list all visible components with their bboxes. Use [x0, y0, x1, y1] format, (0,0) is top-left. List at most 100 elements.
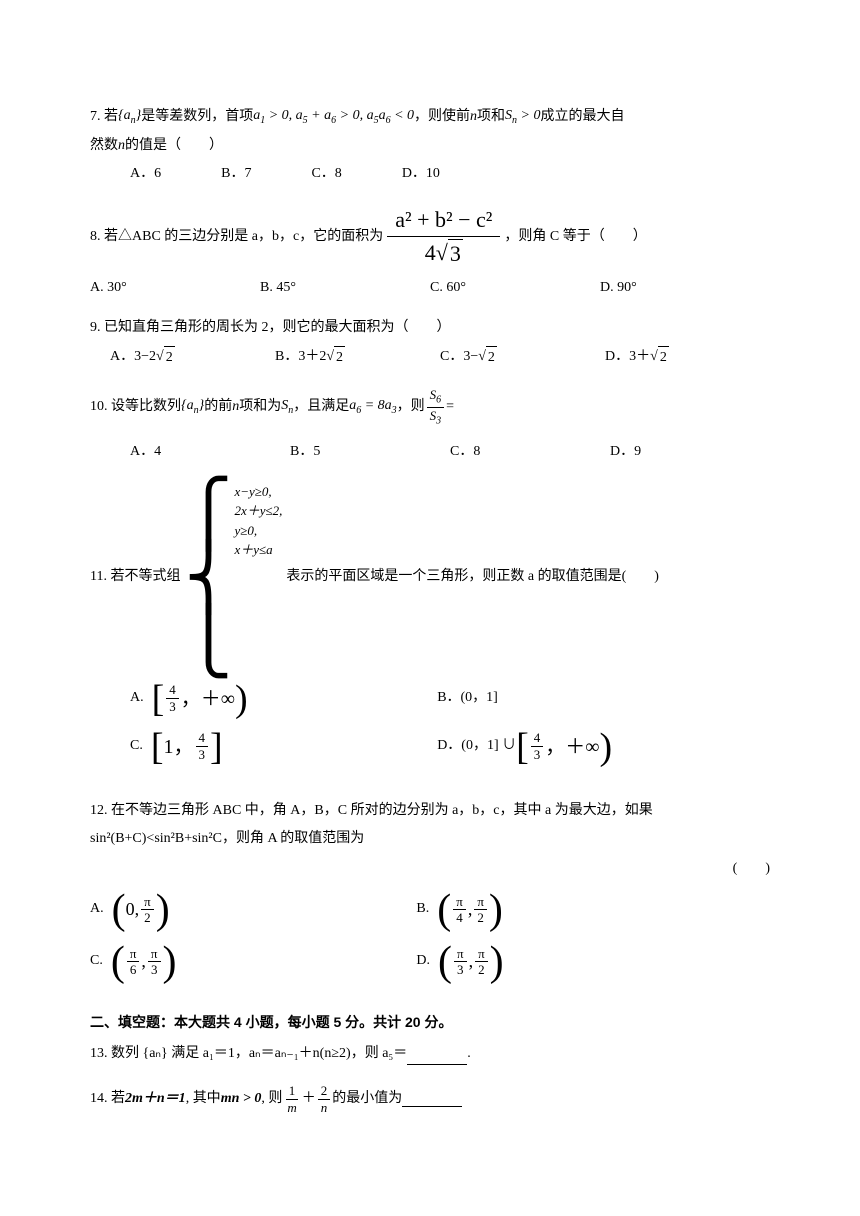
- q7-opt-b: B．7: [221, 163, 251, 185]
- blank-input[interactable]: [402, 1093, 462, 1107]
- sqrt-icon: 2: [156, 346, 175, 369]
- q10-opt-b: B．5: [290, 441, 450, 463]
- q11-a-rest: ，＋∞: [181, 683, 235, 715]
- question-8: 8. 若△ABC 的三边分别是 a，b，c，它的面积为 a² + b² − c²…: [90, 204, 770, 300]
- q14-f1: 1m: [284, 1083, 299, 1115]
- q12-c-label: C.: [90, 950, 103, 972]
- q7-l2a: 然数: [90, 135, 118, 157]
- q14-text: 14. 若 2m＋n＝1 , 其中 mn > 0 , 则 1m ＋ 2n 的最小…: [90, 1083, 770, 1115]
- q10-n: n: [232, 396, 239, 418]
- q10-fns: 6: [436, 395, 441, 406]
- q10-opt-c: C．8: [450, 441, 610, 463]
- q14-mid: , 其中: [186, 1088, 221, 1110]
- question-9: 9. 已知直角三角形的周长为 2，则它的最大面积为（ ） A．3−22 B．3＋…: [90, 317, 770, 369]
- question-12: 12. 在不等边三角形 ABC 中，角 A，B，C 所对的边分别为 a，b，c，…: [90, 800, 770, 993]
- q14-plus: ＋: [302, 1088, 316, 1110]
- q13-text: 13. 数列 {aₙ} 满足 a₁＝1，aₙ＝aₙ₋₁＋n(n≥2)，则 a₅＝…: [90, 1043, 770, 1065]
- rbracket-icon: ]: [210, 728, 223, 766]
- q9-a-sqrt: 2: [164, 346, 175, 369]
- q10-opt-a: A．4: [130, 441, 290, 463]
- rparen-icon: ): [489, 889, 503, 931]
- rparen-icon: ): [156, 889, 170, 931]
- q14-f1d: m: [284, 1100, 299, 1116]
- q12-c-d2: 3: [148, 962, 161, 978]
- q12-paren: ( ): [90, 858, 770, 880]
- q7-t3: 项和: [477, 106, 505, 128]
- q11-options: A. [ 43 ，＋∞ ) B．(0，1] C. [ 1， 43 ] D．(0，…: [130, 680, 770, 776]
- q11-a-interval: [ 43 ，＋∞ ): [152, 680, 248, 718]
- q12-opt-b: B. ( π4, π2 ): [416, 889, 742, 931]
- question-13: 13. 数列 {aₙ} 满足 a₁＝1，aₙ＝aₙ₋₁＋n(n≥2)，则 a₅＝…: [90, 1043, 770, 1065]
- section-2-heading: 二、填空题：本大题共 4 小题，每小题 5 分。共计 20 分。: [90, 1011, 770, 1033]
- q11-s4: x＋y≤a: [234, 540, 282, 560]
- q8-fraction: a² + b² − c² 43: [387, 204, 500, 271]
- q11-d-pre: D．(0，1] ∪: [437, 735, 516, 757]
- q10-text: 10. 设等比数列 {an} 的前 n 项和为 Sn ，且满足 a6 = 8a3…: [90, 387, 770, 427]
- q11-system: ⎧⎨⎩ x−y≥0, 2x＋y≤2, y≥0, x＋y≤a: [184, 482, 282, 674]
- q14-f2n: 2: [318, 1083, 331, 1100]
- q11-d-fn: 4: [531, 730, 544, 747]
- q7-opt-c: C．8: [311, 163, 341, 185]
- q7-options: A．6 B．7 C．8 D．10: [130, 163, 770, 185]
- q8-den-coef: 4: [425, 240, 436, 265]
- lparen-icon: (: [438, 941, 452, 983]
- q12-c-f1: π6: [127, 946, 140, 978]
- rparen-icon: ): [163, 941, 177, 983]
- q12-d-n2: π: [475, 946, 488, 963]
- question-7: 7. 若 {an} 是等差数列，首项 a1 > 0, a5 + a6 > 0, …: [90, 105, 770, 186]
- q10-m1: 的前: [204, 396, 232, 418]
- q10-m3: ，且满足: [293, 396, 349, 418]
- q12-d-f2: π2: [475, 946, 488, 978]
- q14-suffix: 的最小值为: [332, 1088, 402, 1110]
- q7-opt-a: A．6: [130, 163, 161, 185]
- q13-prefix: 13. 数列 {aₙ} 满足 a₁＝1，aₙ＝aₙ₋₁＋n(n≥2)，则 a₅＝: [90, 1043, 407, 1065]
- q14-f2d: n: [318, 1100, 331, 1116]
- q11-d-interval: [ 43 ，＋∞ ): [516, 728, 612, 766]
- q13-suffix: .: [467, 1043, 471, 1065]
- q10-frac-num: S6: [427, 387, 445, 408]
- q9-options: A．3−22 B．3＋22 C．3−2 D．3＋2: [110, 346, 770, 369]
- q12-b-f1: π4: [453, 894, 466, 926]
- q12-d-d2: 2: [475, 962, 488, 978]
- q7-opt-d: D．10: [402, 163, 440, 185]
- q7-prefix: 7. 若: [90, 106, 118, 128]
- q12-c-d1: 6: [127, 962, 140, 978]
- q7-t2: ，则使前: [414, 106, 470, 128]
- blank-input[interactable]: [407, 1051, 467, 1065]
- brace-icon: ⎧⎨⎩: [184, 482, 232, 674]
- q10-frac-den: S3: [427, 408, 445, 428]
- q9-opt-b: B．3＋22: [275, 346, 440, 369]
- q10-prefix: 10. 设等比数列: [90, 396, 181, 418]
- q8-options: A. 30° B. 45° C. 60° D. 90°: [90, 277, 770, 299]
- lbracket-icon: [: [516, 728, 529, 766]
- q12-c-n2: π: [148, 946, 161, 963]
- q9-a-pre: A．3−2: [110, 349, 156, 364]
- q8-opt-b: B. 45°: [260, 277, 430, 299]
- q11-suffix: 表示的平面区域是一个三角形，则正数 a 的取值范围是( ): [286, 566, 659, 588]
- q11-opt-c: C. [ 1， 43 ]: [130, 728, 437, 766]
- q12-a-n1: 0,: [126, 895, 140, 924]
- rparen-icon: ): [600, 728, 613, 766]
- q12-a-f2: π2: [141, 894, 154, 926]
- q9-c-pre: C．3−: [440, 349, 478, 364]
- question-14: 14. 若 2m＋n＝1 , 其中 mn > 0 , 则 1m ＋ 2n 的最小…: [90, 1083, 770, 1115]
- q12-b-d2: 2: [474, 910, 487, 926]
- lbracket-icon: [: [152, 680, 165, 718]
- q11-a-frac: 43: [166, 682, 179, 714]
- q10-sn: Sn: [281, 395, 293, 419]
- lbracket-icon: [: [151, 728, 164, 766]
- q10-m2: 项和为: [239, 396, 281, 418]
- q12-a-d2: 2: [141, 910, 154, 926]
- q10-an: {an}: [181, 395, 204, 419]
- q12-b-int: ( π4, π2 ): [437, 889, 503, 931]
- q12-d-d1: 3: [454, 962, 467, 978]
- q14-f1n: 1: [286, 1083, 299, 1100]
- q12-c-f2: π3: [148, 946, 161, 978]
- q11-c-interval: [ 1， 43 ]: [151, 728, 223, 766]
- q9-opt-a: A．3−2 2: [110, 346, 275, 369]
- q11-c-fd: 3: [196, 747, 209, 763]
- q8-opt-d: D. 90°: [600, 277, 770, 299]
- q11-opt-b: B．(0，1]: [437, 680, 744, 718]
- q8-frac-num: a² + b² − c²: [387, 204, 500, 238]
- q7-line2: 然数 n 的值是（ ）: [90, 135, 770, 157]
